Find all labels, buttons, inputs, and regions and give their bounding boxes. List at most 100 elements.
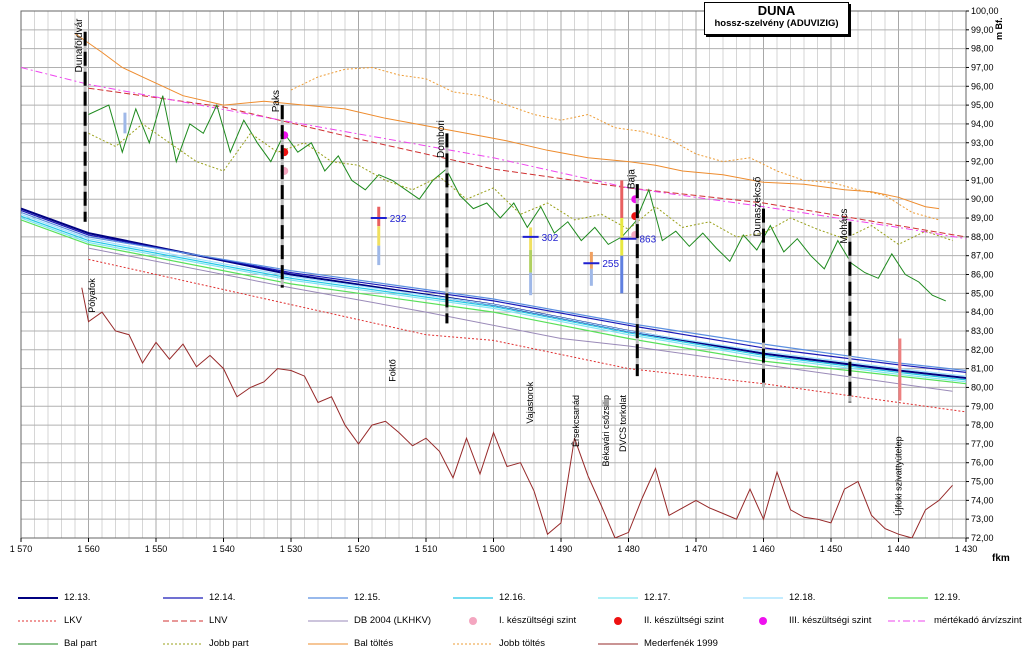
- legend-item: 12.13.: [18, 591, 90, 604]
- legend-label: Bal töltés: [354, 638, 394, 649]
- series-line-12-17-: [21, 217, 966, 383]
- chart-title-box: DUNA hossz-szelvény (ADUVIZIG): [704, 2, 849, 35]
- y-tick-label: 80,00: [971, 382, 994, 392]
- x-tick-label: 1 560: [77, 544, 100, 554]
- station-label: Dombori: [436, 120, 447, 158]
- series-line-bal-t-lt-s: [74, 33, 940, 210]
- x-tick-label: 1 470: [685, 544, 708, 554]
- legend-label: 12.14.: [209, 592, 236, 603]
- series-line-12-18-: [21, 213, 966, 377]
- x-tick-label: 1 550: [145, 544, 168, 554]
- y-tick-label: 91,00: [971, 175, 994, 185]
- y-tick-label: 98,00: [971, 44, 994, 54]
- legend-swatch: [598, 643, 638, 644]
- legend-swatch: [308, 643, 348, 644]
- legend-label: Jobb töltés: [499, 638, 545, 649]
- legend-label: DB 2004 (LKHKV): [354, 615, 432, 626]
- legend: 12.13. 12.14. 12.15. 12.16. 12.17. 12.18. 12.1…: [0, 583, 1024, 657]
- station-value-label: 232: [390, 214, 407, 225]
- series-line-jobb-part: [88, 123, 953, 245]
- y-tick-label: 93,00: [971, 138, 994, 148]
- legend-item: mértékadó árvízszint: [888, 614, 1022, 627]
- location-layer: Dunaföldvár Paks Dombori Baja Dunaszekcső Moh…: [74, 18, 903, 516]
- y-tick-label: 84,00: [971, 307, 994, 317]
- legend-swatch: [18, 643, 58, 644]
- legend-swatch: [163, 596, 203, 599]
- legend-swatch: [163, 643, 203, 644]
- series-line-12-16-: [21, 215, 966, 381]
- legend-item: III. készültségi szint: [743, 614, 871, 627]
- x-tick-label: 1 460: [752, 544, 775, 554]
- legend-swatch: [759, 616, 767, 625]
- y-tick-label: 72,00: [971, 533, 994, 543]
- legend-label: Jobb part: [209, 638, 249, 649]
- legend-label: mértékadó árvízszint: [934, 615, 1022, 626]
- location-label: Békavári csőzsilip: [601, 395, 611, 467]
- legend-swatch: [614, 616, 622, 625]
- legend-item: Jobb part: [163, 637, 249, 650]
- legend-item: 12.18.: [743, 591, 815, 604]
- station-label: Paks: [271, 90, 282, 112]
- legend-swatch: [888, 596, 928, 599]
- legend-label: III. készültségi szint: [789, 615, 872, 626]
- legend-item: 12.14.: [163, 591, 235, 604]
- y-tick-label: 77,00: [971, 439, 994, 449]
- y-tick-label: 94,00: [971, 119, 994, 129]
- x-axis-ticks: 1 570 1 560 1 550 1 540 1 530 1 520 1 510 1 500…: [10, 538, 978, 554]
- x-tick-label: 1 540: [212, 544, 235, 554]
- series-line-12-19-: [21, 219, 966, 385]
- legend-item: Mederfenék 1999: [598, 637, 718, 650]
- y-tick-label: 89,00: [971, 213, 994, 223]
- y-tick-label: 73,00: [971, 514, 994, 524]
- location-label: Újfoki szivattyútelep: [894, 436, 904, 516]
- legend-label: 12.16.: [499, 592, 526, 603]
- x-tick-label: 1 570: [10, 544, 33, 554]
- legend-swatch: [453, 596, 493, 599]
- x-unit-label: fkm: [992, 553, 1010, 564]
- legend-label: 12.13.: [64, 592, 91, 603]
- y-tick-label: 92,00: [971, 157, 994, 167]
- y-tick-label: 83,00: [971, 326, 994, 336]
- y-tick-label: 75,00: [971, 477, 994, 487]
- legend-item: Bal töltés: [308, 637, 393, 650]
- y-tick-label: 97,00: [971, 62, 994, 72]
- y-unit-label: m Bf.: [994, 18, 1004, 41]
- x-tick-label: 1 430: [955, 544, 978, 554]
- legend-label: Bal part: [64, 638, 97, 649]
- y-tick-label: 78,00: [971, 420, 994, 430]
- legend-swatch: [18, 596, 58, 599]
- station-label: Dunaföldvár: [74, 18, 85, 73]
- y-tick-label: 85,00: [971, 288, 994, 298]
- chart-subtitle: hossz-szelvény (ADUVIZIG): [714, 18, 839, 29]
- legend-item: LNV: [163, 614, 227, 627]
- legend-label: LKV: [64, 615, 82, 626]
- legend-label: 12.17.: [644, 592, 671, 603]
- y-tick-label: 87,00: [971, 251, 994, 261]
- y-tick-label: 79,00: [971, 401, 994, 411]
- series-line-jobb-t-lt-s: [290, 66, 940, 221]
- x-tick-label: 1 530: [280, 544, 303, 554]
- series-line-lkv: [88, 258, 966, 413]
- series-line-12-14-: [21, 209, 966, 373]
- station-value-label: 255: [602, 259, 619, 270]
- series-line-mederfen-k-1999: [81, 287, 953, 538]
- station-label: Dunaszekcső: [753, 176, 764, 236]
- legend-item: 12.16.: [453, 591, 525, 604]
- legend-label: 12.19.: [934, 592, 961, 603]
- series-line-12-15-: [21, 211, 966, 372]
- location-label: Vajastorok: [525, 381, 535, 423]
- legend-label: LNV: [209, 615, 228, 626]
- y-tick-label: 86,00: [971, 270, 994, 280]
- legend-label: 12.15.: [354, 592, 381, 603]
- y-tick-label: 81,00: [971, 364, 994, 374]
- legend-item: II. készültségi szint: [598, 614, 724, 627]
- legend-item: 12.17.: [598, 591, 670, 604]
- station-label: Baja: [626, 169, 637, 189]
- series-line-lnv: [88, 87, 966, 238]
- y-tick-label: 74,00: [971, 495, 994, 505]
- x-tick-label: 1 520: [347, 544, 370, 554]
- y-axis-ticks: 72,00 73,00 74,00 75,00 76,00 77,00 78,00 79,00…: [966, 6, 999, 543]
- x-tick-label: 1 450: [820, 544, 843, 554]
- y-tick-label: 82,00: [971, 345, 994, 355]
- series-layer: [21, 33, 966, 538]
